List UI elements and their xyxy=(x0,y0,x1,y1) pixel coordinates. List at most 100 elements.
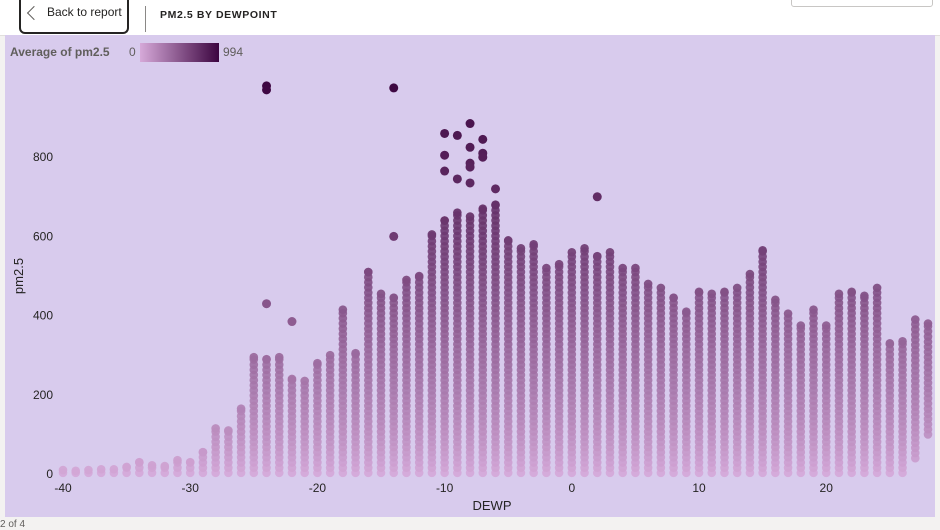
data-point xyxy=(160,461,170,471)
data-point xyxy=(872,283,882,293)
outlier-point xyxy=(440,166,450,176)
outlier-point xyxy=(465,142,475,152)
outlier-point xyxy=(262,299,272,309)
data-point xyxy=(84,465,93,475)
data-point xyxy=(389,293,399,303)
outlier-point xyxy=(478,152,488,162)
data-point xyxy=(745,269,755,279)
back-to-report-button[interactable]: Back to report xyxy=(19,0,129,34)
data-point xyxy=(605,247,615,257)
page-indicator: 2 of 4 xyxy=(0,519,26,530)
data-point xyxy=(669,293,678,303)
data-point xyxy=(478,204,488,213)
data-point xyxy=(249,352,259,362)
data-point xyxy=(732,283,742,293)
data-point xyxy=(427,230,437,239)
x-tick-label: 10 xyxy=(692,481,706,495)
data-point xyxy=(694,287,704,297)
data-point xyxy=(224,426,233,435)
data-point xyxy=(122,462,131,472)
outlier-point xyxy=(262,85,272,95)
data-point xyxy=(338,305,348,314)
data-point xyxy=(885,339,895,348)
x-tick-label: -30 xyxy=(182,481,200,495)
data-point xyxy=(491,200,500,210)
data-point xyxy=(198,447,208,457)
data-point xyxy=(465,212,475,221)
data-point xyxy=(529,240,538,249)
data-point xyxy=(376,289,386,299)
data-point xyxy=(898,337,907,346)
data-point xyxy=(453,208,462,217)
data-point xyxy=(631,263,640,273)
legend-max-value: 994 xyxy=(223,45,244,59)
data-point xyxy=(821,321,831,330)
data-point xyxy=(313,358,322,368)
data-point xyxy=(567,247,577,257)
outlier-point xyxy=(452,174,462,184)
data-point xyxy=(771,295,780,305)
data-point xyxy=(300,376,309,386)
data-point xyxy=(643,279,653,289)
outlier-point xyxy=(440,128,450,138)
data-point xyxy=(96,464,106,474)
back-button-label: Back to report xyxy=(47,5,122,19)
data-point xyxy=(274,352,284,362)
data-point xyxy=(287,374,297,384)
data-point xyxy=(135,457,144,467)
data-point xyxy=(542,263,551,273)
outlier-point xyxy=(287,317,297,327)
search-input[interactable] xyxy=(791,0,933,7)
data-point xyxy=(262,354,271,364)
data-point xyxy=(554,259,564,269)
data-point xyxy=(351,348,360,358)
data-point xyxy=(503,236,513,245)
data-point xyxy=(173,455,182,465)
data-point xyxy=(796,321,806,330)
data-point xyxy=(847,287,856,297)
y-tick-label: 200 xyxy=(33,388,53,402)
data-point xyxy=(363,267,373,277)
outlier-point xyxy=(440,150,450,160)
data-point xyxy=(592,251,602,261)
outlier-point xyxy=(465,162,475,172)
outlier-point xyxy=(592,192,602,202)
outlier-point xyxy=(491,184,500,194)
outlier-point xyxy=(389,231,399,241)
scatter-plot[interactable]: 0 200 400 600 800 -40 -30 -20 -10 0 10 20 DEWP pm2.5 xyxy=(0,0,940,518)
data-point xyxy=(440,216,449,225)
legend-title: Average of pm2.5 xyxy=(10,45,110,59)
data-point xyxy=(325,350,335,360)
data-point xyxy=(147,460,157,470)
outlier-point xyxy=(478,134,488,144)
top-bar: Back to report PM2.5 BY DEWPOINT xyxy=(0,0,940,36)
data-point xyxy=(783,309,793,318)
outlier-point xyxy=(465,119,475,129)
bottom-strip xyxy=(0,518,940,528)
x-tick-label: 0 xyxy=(568,481,575,495)
data-point xyxy=(236,404,246,413)
visual-title: PM2.5 BY DEWPOINT xyxy=(160,9,278,21)
data-point xyxy=(720,287,729,297)
data-point xyxy=(758,245,767,255)
data-point xyxy=(211,424,220,433)
x-tick-label: -20 xyxy=(309,481,327,495)
outlier-point xyxy=(465,178,475,188)
data-point xyxy=(910,315,920,324)
x-axis-title: DEWP xyxy=(473,498,512,513)
data-point xyxy=(860,291,869,301)
y-axis-title: pm2.5 xyxy=(11,258,26,294)
data-point xyxy=(656,283,666,293)
data-point xyxy=(414,271,424,281)
data-point xyxy=(185,457,195,467)
y-tick-label: 400 xyxy=(33,309,53,323)
x-tick-label: -40 xyxy=(54,481,72,495)
data-point xyxy=(71,466,81,476)
data-point xyxy=(834,289,844,299)
data-point xyxy=(516,243,526,253)
legend-min-value: 0 xyxy=(129,45,136,59)
outlier-point xyxy=(389,83,399,93)
data-point xyxy=(402,275,411,285)
data-point xyxy=(580,243,589,253)
data-point xyxy=(809,305,818,314)
